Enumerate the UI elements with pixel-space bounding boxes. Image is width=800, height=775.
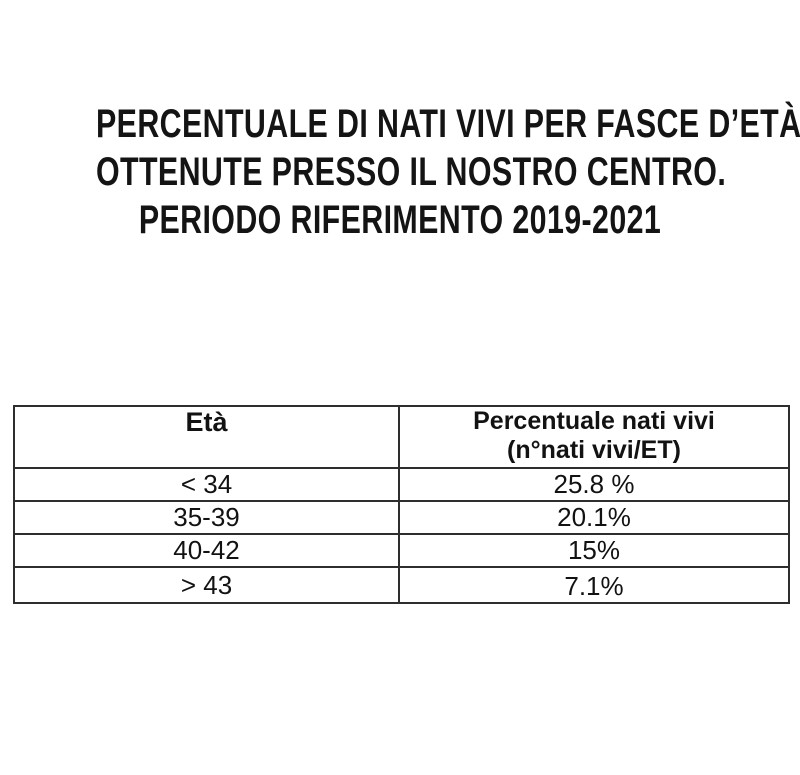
table-cell-age: 40-42 <box>13 533 400 568</box>
page-title: PERCENTUALE DI NATI VIVI PER FASCE D’ETÀ… <box>96 100 800 244</box>
page-title-line-3: PERIODO RIFERIMENTO 2019-2021 <box>138 198 662 242</box>
table-cell-age: < 34 <box>13 467 400 502</box>
table-cell-age: > 43 <box>13 566 400 604</box>
table-row: 40-42 15% <box>13 533 790 568</box>
column-header-percentuale-line-1: Percentuale nati vivi <box>473 407 715 435</box>
column-header-percentuale-line-2: (n°nati vivi/ET) <box>507 436 681 464</box>
column-header-eta: Età <box>13 405 400 469</box>
table-cell-percentage: 7.1% <box>398 566 790 604</box>
page-title-line-2: OTTENUTE PRESSO IL NOSTRO CENTRO. <box>96 150 727 194</box>
table-row: > 43 7.1% <box>13 566 790 604</box>
page-title-line-1: PERCENTUALE DI NATI VIVI PER FASCE D’ETÀ <box>96 102 800 146</box>
table-row: < 34 25.8 % <box>13 467 790 502</box>
table-row: 35-39 20.1% <box>13 500 790 535</box>
table-cell-percentage: 20.1% <box>398 500 790 535</box>
table-header-row: Età Percentuale nati vivi (n°nati vivi/E… <box>13 405 790 469</box>
live-births-table: Età Percentuale nati vivi (n°nati vivi/E… <box>13 405 790 604</box>
table-cell-age: 35-39 <box>13 500 400 535</box>
column-header-percentuale: Percentuale nati vivi (n°nati vivi/ET) <box>398 405 790 469</box>
table-cell-percentage: 15% <box>398 533 790 568</box>
table-cell-percentage: 25.8 % <box>398 467 790 502</box>
